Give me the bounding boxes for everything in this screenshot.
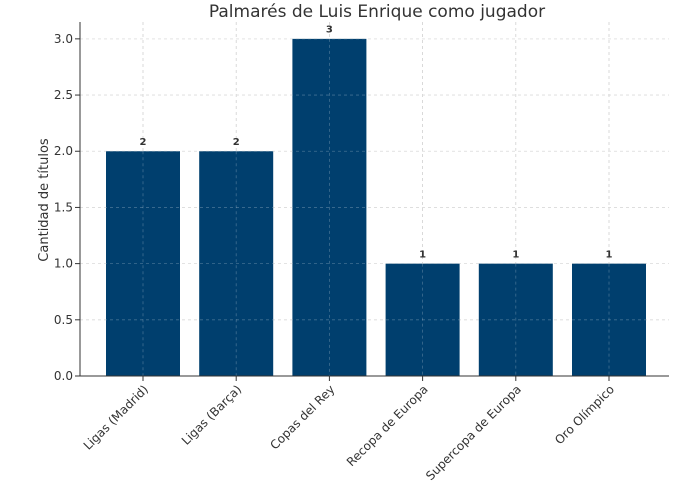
y-tick-label: 3.0 (54, 32, 73, 46)
chart-title: Palmarés de Luis Enrique como jugador (209, 2, 545, 22)
bar-value-label: 3 (326, 25, 333, 36)
y-tick-label: 2.0 (54, 144, 73, 158)
bar (385, 263, 460, 376)
bar (106, 151, 180, 376)
y-tick-label: 2.5 (54, 88, 73, 102)
y-tick-label: 1.5 (54, 200, 73, 214)
x-tick-label: Ligas (Barça) (179, 382, 245, 448)
y-tick-label: 0.0 (54, 369, 73, 383)
x-tick-label: Recopa de Europa (344, 382, 431, 469)
x-tick-label: Oro Olímpico (552, 382, 617, 447)
bar (292, 38, 367, 376)
x-tick-label: Ligas (Madrid) (81, 382, 151, 452)
bar-value-label: 1 (606, 249, 613, 260)
bar-value-label: 1 (419, 249, 426, 260)
bars (80, 38, 669, 377)
bar (199, 151, 274, 376)
x-tick-label: Supercopa de Europa (423, 382, 524, 483)
y-tick-label: 1.0 (54, 257, 73, 271)
axes (75, 22, 669, 381)
x-tick-label: Copas del Rey (267, 382, 337, 452)
y-axis-title: Cantidad de títulos (37, 138, 52, 262)
bar-value-label: 2 (140, 137, 147, 148)
bar-value-label: 1 (512, 249, 519, 260)
bar (478, 263, 553, 376)
bar-value-label: 2 (233, 137, 240, 148)
bar (572, 263, 646, 376)
y-tick-label: 0.5 (54, 313, 73, 327)
